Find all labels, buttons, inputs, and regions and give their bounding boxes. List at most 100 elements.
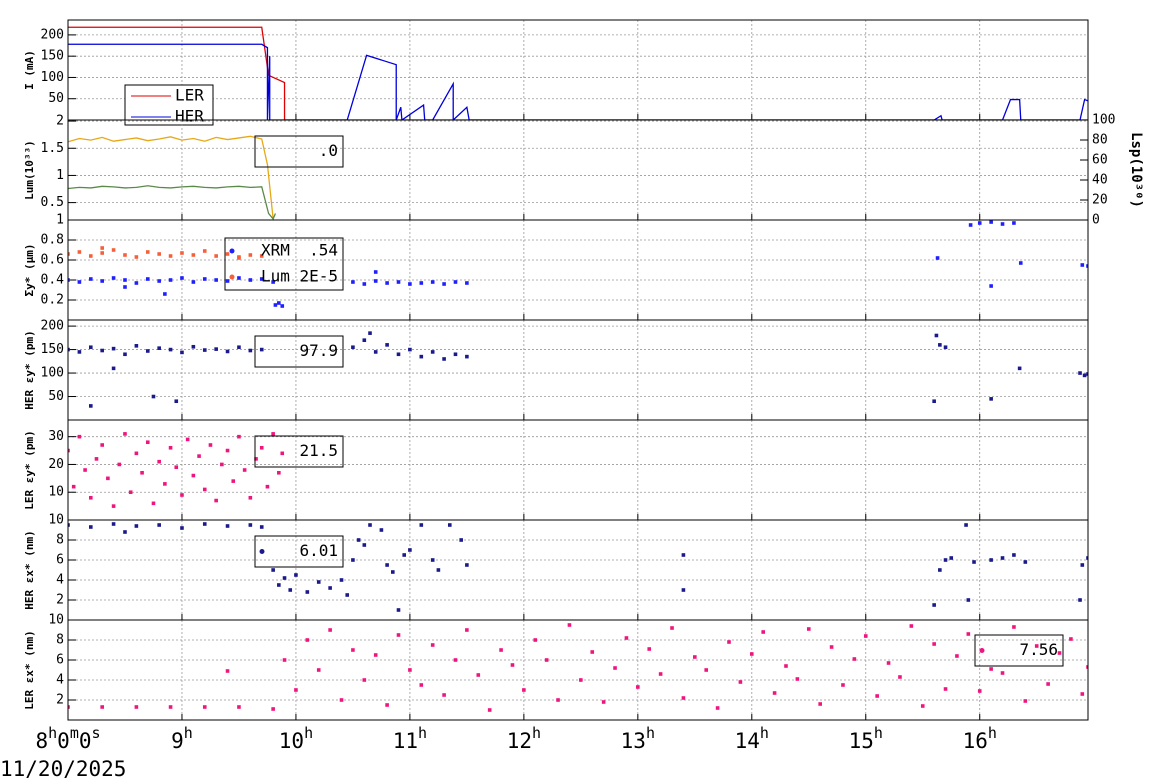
point — [396, 608, 401, 612]
panel-frame — [67, 219, 1089, 321]
point — [248, 278, 253, 282]
point — [145, 250, 150, 254]
point — [1012, 625, 1016, 629]
y-tick-label: 8 — [56, 633, 64, 648]
y-tick-label: 50 — [48, 389, 64, 404]
point — [795, 677, 800, 681]
point — [579, 678, 583, 682]
point — [259, 347, 264, 352]
plot-area — [68, 623, 1088, 712]
point — [71, 484, 76, 489]
plot-area — [68, 432, 285, 508]
point — [1012, 221, 1016, 225]
point — [180, 251, 184, 255]
readout-box — [254, 535, 344, 568]
series-line — [68, 185, 277, 220]
point — [134, 281, 139, 285]
point — [533, 638, 538, 642]
legend-label: HER — [175, 107, 204, 126]
point — [305, 590, 310, 594]
point — [277, 470, 281, 475]
point — [909, 624, 914, 628]
y-tick-label: 100 — [41, 366, 64, 381]
point — [658, 672, 663, 676]
point — [134, 451, 139, 456]
point — [305, 638, 310, 642]
point — [100, 443, 104, 447]
point — [419, 523, 424, 527]
point — [934, 333, 939, 338]
point — [408, 282, 412, 286]
y2-tick-label: 40 — [1092, 173, 1108, 188]
point — [989, 220, 993, 224]
y-tick-label: 6 — [56, 553, 64, 568]
y-tick-label: 10 — [48, 613, 64, 628]
point — [430, 558, 435, 562]
point — [259, 525, 264, 529]
point — [499, 648, 503, 652]
point — [373, 279, 378, 283]
point — [1069, 637, 1073, 641]
point — [273, 303, 278, 307]
point — [191, 280, 196, 284]
point — [106, 476, 110, 481]
point — [932, 399, 936, 404]
y-tick-label: 10 — [48, 513, 64, 528]
point — [749, 652, 754, 656]
point — [117, 462, 122, 467]
point — [191, 344, 196, 349]
point — [77, 250, 82, 254]
x-tick-label: 11h — [393, 724, 427, 754]
x-tick-label: 12h — [507, 724, 541, 754]
readout-dot — [229, 274, 235, 280]
point — [977, 221, 982, 225]
point — [1034, 644, 1039, 648]
point — [898, 675, 902, 679]
point — [932, 603, 936, 607]
readout: 6.01 — [299, 541, 338, 560]
point — [693, 655, 697, 659]
point — [430, 280, 435, 284]
point — [231, 479, 236, 483]
point — [180, 526, 184, 530]
y-tick-label: 50 — [48, 91, 64, 106]
point — [852, 657, 857, 661]
panel-frame — [67, 419, 1089, 521]
point — [459, 538, 463, 542]
point — [601, 700, 606, 704]
point — [111, 346, 116, 351]
point — [157, 523, 161, 527]
point — [1082, 373, 1087, 378]
point — [966, 598, 971, 602]
point — [544, 658, 549, 662]
readout-box — [224, 237, 344, 291]
point — [202, 522, 207, 526]
point — [197, 454, 201, 458]
point — [271, 707, 275, 711]
point — [408, 347, 412, 352]
point — [68, 252, 70, 256]
point — [168, 254, 173, 258]
point — [453, 280, 458, 284]
point — [647, 647, 652, 651]
y-axis-label: Lum(10³³) — [23, 140, 36, 200]
point — [316, 668, 321, 672]
y-tick-label: 6 — [56, 653, 64, 668]
point — [351, 345, 355, 350]
panel-frame — [67, 119, 1089, 221]
point — [280, 451, 285, 456]
point — [373, 653, 378, 657]
point — [168, 347, 173, 352]
point — [254, 457, 258, 461]
point — [191, 253, 196, 257]
point — [715, 706, 720, 710]
point — [88, 277, 93, 281]
point — [966, 632, 971, 636]
readout: Lum 2E-5 — [261, 267, 338, 286]
point — [396, 352, 401, 357]
point — [681, 553, 686, 557]
point — [351, 648, 355, 652]
point — [225, 448, 230, 453]
point — [151, 501, 156, 506]
point — [402, 553, 407, 557]
